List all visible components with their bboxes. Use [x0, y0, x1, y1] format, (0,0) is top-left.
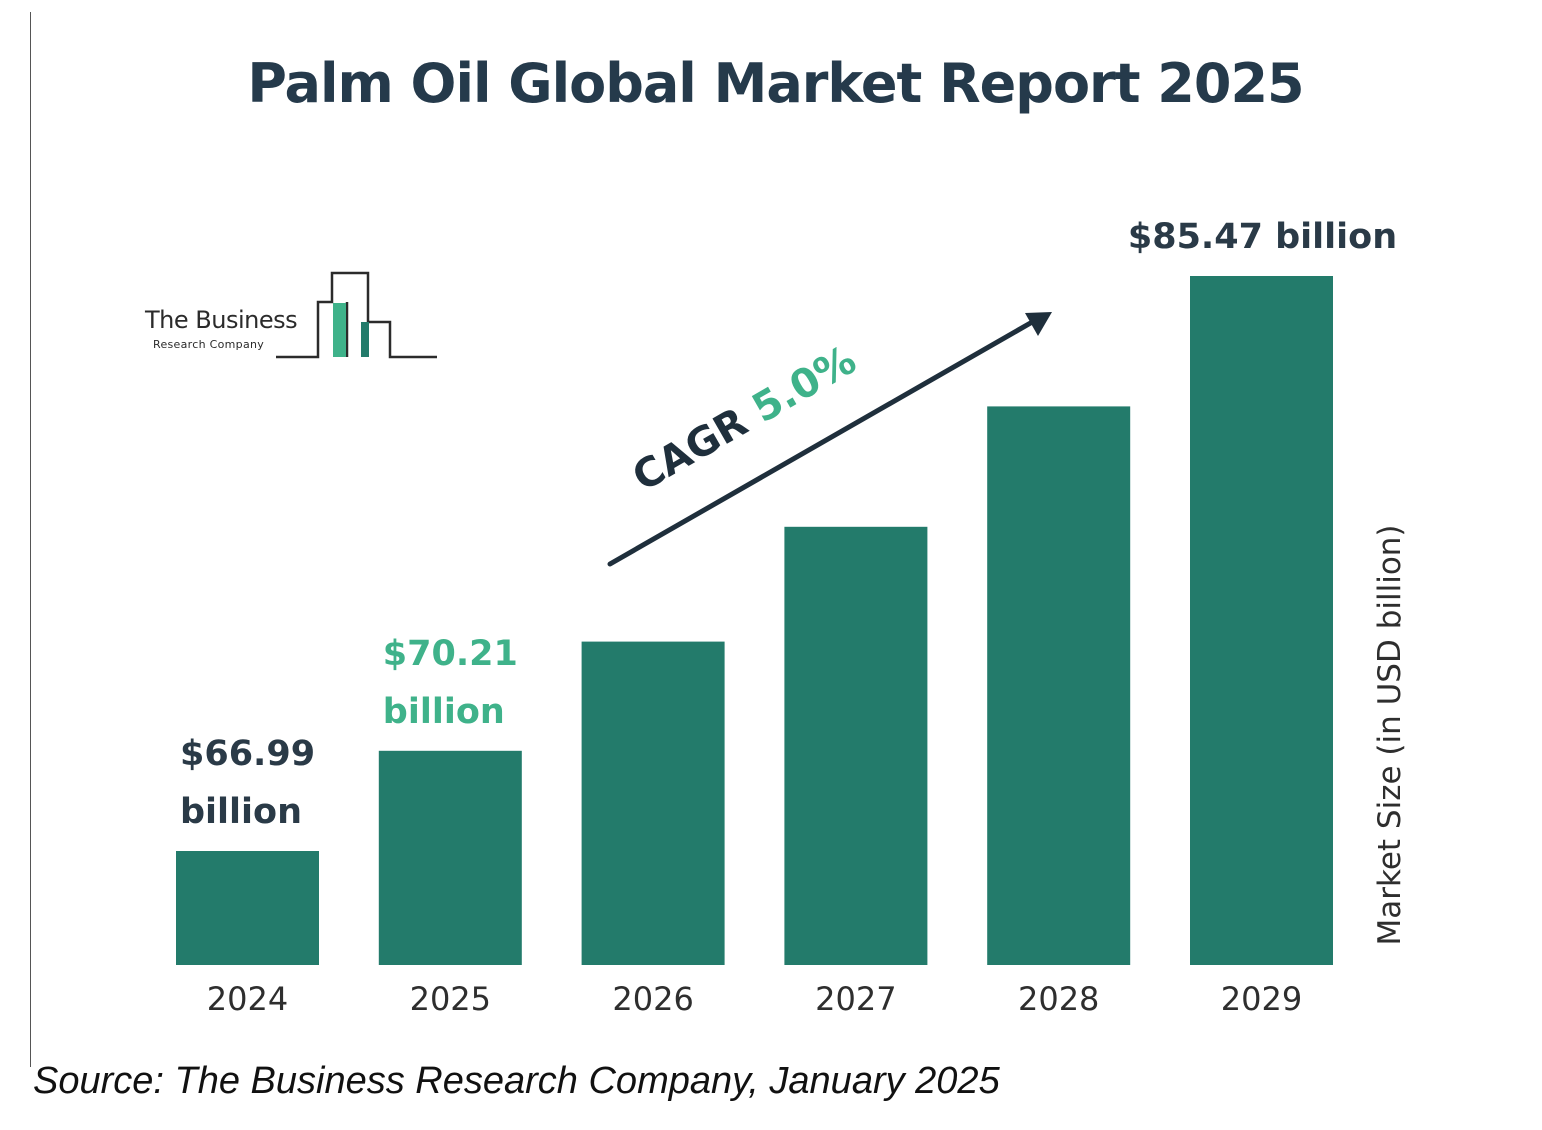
- data-label-2025-line2: billion: [383, 692, 505, 732]
- bar-2026: [581, 641, 725, 965]
- source-caption: Source: The Business Research Company, J…: [33, 1060, 1000, 1102]
- logo-name-line1: The Business: [145, 306, 298, 334]
- left-border-line: [30, 12, 31, 1067]
- data-label-2029-line1: $85.47 billion: [1128, 217, 1397, 257]
- bar-2024: [176, 851, 319, 965]
- data-label-2025-line1: $70.21: [383, 634, 518, 674]
- logo-name-line2: Research Company: [153, 338, 265, 351]
- bar-2025: [378, 750, 522, 965]
- chart-title: Palm Oil Global Market Report 2025: [247, 52, 1304, 115]
- cagr-arrowhead-icon: [1025, 312, 1052, 336]
- cagr-value: 5.0%: [745, 337, 864, 432]
- data-label-2024-line2: billion: [180, 792, 302, 832]
- cagr-arrow-line: [607, 318, 1037, 567]
- bar-2027: [784, 526, 928, 965]
- cagr-annotation: CAGR 5.0%: [625, 337, 864, 501]
- x-tick-label-2027: 2027: [815, 980, 896, 1018]
- bar-2029: [1190, 276, 1333, 965]
- x-tick-label-2029: 2029: [1221, 980, 1302, 1018]
- x-tick-label-2026: 2026: [612, 980, 693, 1018]
- y-axis-label: Market Size (in USD billion): [1372, 524, 1408, 945]
- x-tick-label-2025: 2025: [410, 980, 491, 1018]
- data-label-2024-line1: $66.99: [180, 734, 315, 774]
- x-tick-label-2024: 2024: [207, 980, 288, 1018]
- bar-2028: [987, 406, 1131, 965]
- x-tick-label-2028: 2028: [1018, 980, 1099, 1018]
